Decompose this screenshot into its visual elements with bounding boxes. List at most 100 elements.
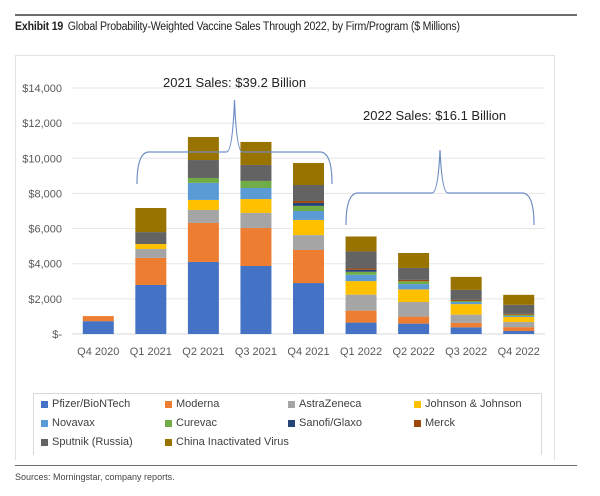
bar-segment (293, 235, 324, 251)
bar-segment (187, 137, 219, 161)
bar-segment (503, 331, 535, 334)
bar-segment (450, 276, 482, 290)
exhibit-title: Exhibit 19 Global Probability-Weighted Va… (15, 21, 460, 33)
bar-segment (450, 300, 482, 303)
bar-segment (240, 199, 272, 213)
bar-segment (450, 314, 482, 323)
bar-segment (240, 228, 272, 266)
legend-label: Johnson & Johnson (425, 398, 522, 410)
bar-segment (398, 267, 430, 280)
bar-segment (503, 304, 535, 314)
bar-segment (135, 208, 167, 233)
x-tick-label: Q2 2021 (182, 346, 224, 358)
bar-segment (82, 316, 114, 322)
bar-segment (187, 261, 219, 334)
legend: Pfizer/BioNTech Moderna AstraZeneca Johnson… (33, 393, 542, 455)
legend-item: Johnson & Johnson (414, 398, 522, 410)
bar-segment (135, 257, 167, 285)
bar-segment (135, 248, 167, 258)
x-tick-label: Q3 2021 (235, 346, 277, 358)
bar-segment (398, 289, 430, 303)
y-tick-label: $2,000 (28, 294, 62, 306)
legend-label: Curevac (176, 417, 217, 429)
x-tick-label: Q3 2022 (445, 346, 487, 358)
bar-segment (503, 316, 535, 323)
bar-segment (135, 232, 167, 245)
legend-item: Merck (414, 417, 455, 429)
bar-stack (135, 208, 167, 334)
bar-segment (293, 219, 324, 236)
y-tick-label: $14,000 (22, 83, 62, 95)
legend-swatch (414, 400, 421, 408)
legend-label: Merck (425, 417, 455, 429)
legend-label: Pfizer/BioNTech (52, 398, 131, 410)
annotation-label: 2022 Sales: $16.1 Billion (363, 108, 506, 123)
bar-segment (503, 327, 535, 332)
bar-segment (240, 180, 272, 188)
bar-segment (293, 211, 324, 220)
legend-item: Moderna (165, 398, 219, 410)
legend-item: Novavax (41, 417, 95, 429)
y-tick-label: $4,000 (28, 259, 62, 271)
y-tick-label: $- (52, 329, 62, 341)
legend-item: Sputnik (Russia) (41, 436, 133, 448)
y-axis-ticks: $- $2,000 $4,000 $6,000 $8,000 $10,000 $12,000… (22, 83, 62, 341)
bar-segment (187, 160, 219, 178)
legend-item: Pfizer/BioNTech (41, 398, 130, 410)
legend-item: Sanofi/Glaxo (288, 417, 362, 429)
bar-segment (345, 294, 377, 311)
legend-label: Sanofi/Glaxo (299, 417, 362, 429)
x-tick-label: Q4 2021 (287, 346, 329, 358)
bar-segment (398, 316, 430, 324)
bar-segment (345, 236, 377, 252)
source-note: Sources: Morningstar, company reports. (15, 472, 175, 482)
brace (136, 99, 333, 185)
bar-segment (398, 281, 430, 285)
y-tick-label: $6,000 (28, 224, 62, 236)
bar-segment (398, 279, 430, 282)
bar-stack (82, 316, 114, 334)
bar-segment (240, 187, 272, 200)
exhibit-label: Exhibit 19 (15, 21, 64, 33)
bar-segment (345, 310, 377, 323)
bar-segment (293, 205, 324, 211)
bar-segment (345, 274, 377, 282)
bar-stack (398, 252, 430, 334)
bar-segment (135, 244, 167, 249)
x-tick-label: Q1 2022 (340, 346, 382, 358)
bar-segment (293, 283, 324, 334)
bar-stack (345, 236, 377, 334)
legend-item: China Inactivated Virus (165, 436, 289, 448)
bar-segment (82, 321, 114, 334)
bar-segment (293, 163, 324, 185)
annotation-label: 2021 Sales: $39.2 Billion (163, 75, 306, 90)
legend-item: Curevac (165, 417, 217, 429)
bar-segment (398, 302, 430, 317)
chart-title: Global Probability-Weighted Vaccine Sale… (67, 21, 460, 33)
bar-segment (450, 302, 482, 305)
bar-segment (187, 182, 219, 200)
bar-segment (503, 314, 535, 316)
bar-segment (398, 284, 430, 290)
bar-segment (293, 250, 324, 284)
legend-label: Moderna (176, 398, 220, 410)
bar-segment (503, 315, 535, 317)
legend-label: AstraZeneca (299, 398, 362, 410)
bar-segment (187, 199, 219, 210)
bar-stack (293, 163, 324, 334)
x-axis-ticks: Q4 2020 Q1 2021 Q2 2021 Q3 2021 Q4 2021 Q1 20… (77, 346, 540, 358)
legend-swatch (414, 419, 421, 427)
bar-stack (240, 141, 272, 334)
bar-segment (450, 304, 482, 315)
bar-segment (187, 177, 219, 183)
bar-segment (345, 322, 377, 334)
bar-segment (450, 299, 482, 301)
bar-segment (293, 184, 324, 201)
bar-segment (345, 251, 377, 269)
bar-stack (187, 137, 219, 334)
legend-swatch (288, 419, 295, 427)
bar-segment (240, 212, 272, 229)
bar-segment (450, 289, 482, 300)
legend-label: Sputnik (Russia) (52, 436, 133, 448)
bar-segment (293, 200, 324, 203)
